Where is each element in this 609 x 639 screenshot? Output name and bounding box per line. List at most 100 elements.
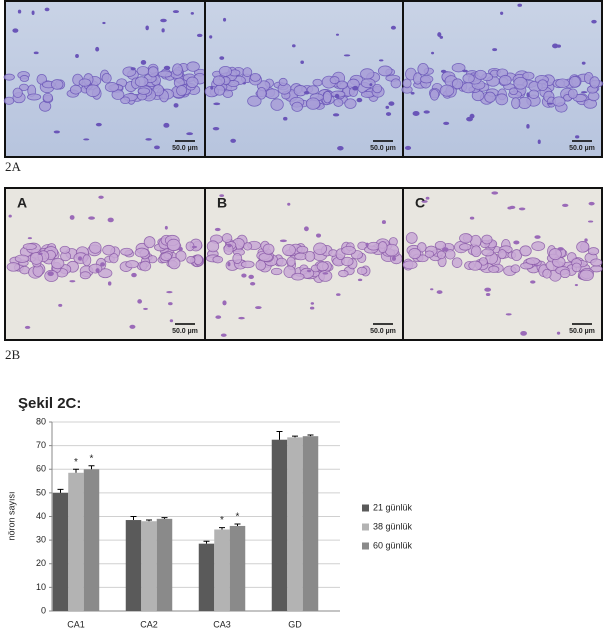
cell <box>98 195 104 199</box>
cell <box>344 98 357 109</box>
cell <box>31 10 35 15</box>
legend-swatch <box>362 542 369 550</box>
cell <box>372 83 383 94</box>
bar <box>52 492 69 611</box>
cell <box>221 233 233 243</box>
cell <box>33 51 39 55</box>
cell <box>218 65 232 77</box>
cell <box>377 65 393 77</box>
cell <box>557 247 564 251</box>
cell <box>6 262 21 272</box>
cell <box>19 265 30 275</box>
y-tick-label: 30 <box>36 535 46 545</box>
error-bar <box>73 468 79 473</box>
cell <box>492 48 498 52</box>
cell <box>522 71 535 81</box>
cell <box>417 63 429 76</box>
cell <box>255 306 262 310</box>
cell <box>8 214 12 218</box>
cell <box>186 132 194 136</box>
cell <box>441 247 449 252</box>
cell <box>36 73 47 85</box>
cell <box>402 78 412 89</box>
bar <box>229 525 246 611</box>
cell <box>163 65 171 71</box>
cell <box>163 122 170 128</box>
cell <box>474 69 487 80</box>
cell <box>242 82 246 85</box>
cell <box>120 96 131 105</box>
cell <box>385 105 390 109</box>
cell <box>75 54 79 58</box>
cell <box>50 79 64 90</box>
cell <box>533 264 539 267</box>
cell <box>587 220 594 223</box>
cell <box>232 252 243 264</box>
cell <box>556 331 561 335</box>
cell <box>169 319 174 323</box>
cell <box>161 28 165 33</box>
cell <box>547 102 554 105</box>
cell <box>468 260 483 271</box>
cell <box>459 233 473 244</box>
cell <box>279 239 287 243</box>
x-tick-label: CA2 <box>140 619 158 629</box>
cell <box>166 291 173 294</box>
cell <box>462 73 475 84</box>
cell <box>139 260 152 272</box>
cell <box>140 59 147 65</box>
cell <box>160 252 172 262</box>
cell <box>125 260 139 269</box>
cell <box>440 69 447 73</box>
cell <box>461 69 468 73</box>
cell <box>29 252 43 265</box>
cell <box>104 82 119 93</box>
cell <box>526 123 530 129</box>
cell <box>27 93 42 101</box>
cell <box>552 43 559 49</box>
cell <box>88 216 95 220</box>
cell <box>101 72 112 84</box>
cell <box>166 238 181 252</box>
y-tick-label: 60 <box>36 464 46 474</box>
cell <box>69 84 82 95</box>
micrographs: 50.0 µm 50.0 µm 50.0 µm 50.0 µm A 50.0 µm B 50.… <box>3 0 604 341</box>
significance-marker: * <box>236 512 240 523</box>
cell <box>186 256 196 264</box>
cell <box>417 242 427 253</box>
cell <box>270 267 283 276</box>
cell <box>356 266 368 275</box>
cell <box>481 248 495 257</box>
cell <box>143 307 148 310</box>
panel-label: C <box>415 195 425 211</box>
cell <box>238 316 245 320</box>
cell <box>484 91 496 103</box>
cell <box>102 21 106 25</box>
cell <box>186 76 199 88</box>
cell <box>587 247 600 256</box>
cell <box>360 68 375 80</box>
cell <box>89 241 102 254</box>
cell <box>85 84 101 98</box>
cell <box>579 269 594 282</box>
cell <box>495 93 509 106</box>
cell <box>291 272 305 281</box>
cell <box>437 32 442 38</box>
cell <box>421 200 428 203</box>
cell <box>107 217 114 223</box>
x-tick-label: GD <box>288 619 302 629</box>
cell <box>3 96 15 105</box>
cell <box>388 101 395 106</box>
x-tick-label: CA3 <box>213 619 231 629</box>
cell <box>145 138 152 141</box>
cell <box>78 78 92 87</box>
cell <box>423 110 430 114</box>
cell <box>530 280 536 284</box>
cell <box>206 240 220 253</box>
cell <box>134 247 150 258</box>
cell <box>300 60 304 65</box>
cell <box>337 146 344 151</box>
cell <box>430 288 434 291</box>
cell <box>227 243 232 248</box>
cell <box>513 240 520 245</box>
